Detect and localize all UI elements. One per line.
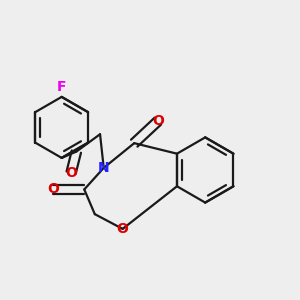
Text: O: O — [65, 166, 77, 180]
Text: O: O — [117, 222, 129, 236]
Text: N: N — [98, 161, 109, 175]
Text: O: O — [47, 182, 59, 197]
Text: O: O — [152, 114, 164, 128]
Text: F: F — [57, 80, 66, 94]
